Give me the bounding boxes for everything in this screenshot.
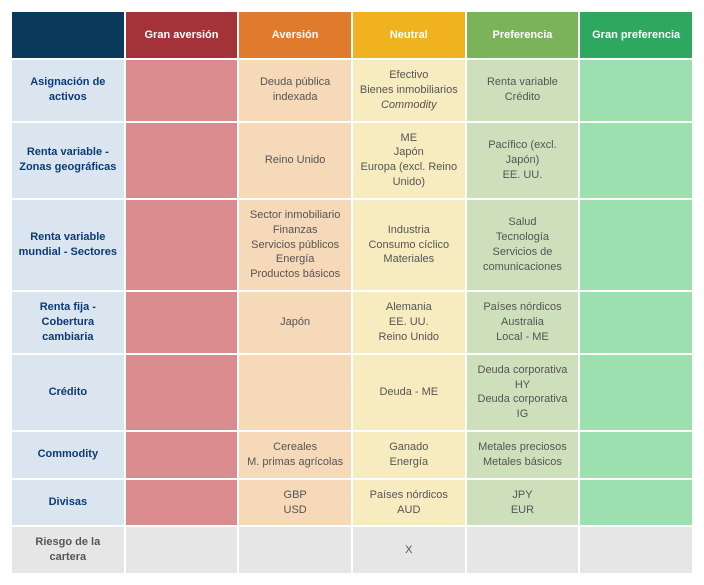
cell: Países nórdicosAUD xyxy=(353,480,465,526)
header-col-1: Gran aversión xyxy=(126,12,238,58)
table-row: Divisas GBPUSDPaíses nórdicosAUDJPYEUR xyxy=(12,480,692,526)
cell: GanadoEnergía xyxy=(353,432,465,478)
cell: Sector inmobiliarioFinanzasServicios púb… xyxy=(239,200,351,290)
cell: Pacífico (excl. Japón)EE. UU. xyxy=(467,123,579,198)
cell xyxy=(580,355,692,430)
cell: JPYEUR xyxy=(467,480,579,526)
riesgo-cell xyxy=(580,527,692,573)
cell xyxy=(126,200,238,290)
row-label: Asignación de activos xyxy=(12,60,124,121)
cell: EfectivoBienes inmobiliariosCommodity xyxy=(353,60,465,121)
row-label: Renta variable mundial - Sectores xyxy=(12,200,124,290)
cell: AlemaniaEE. UU.Reino Unido xyxy=(353,292,465,353)
table-row: Renta fija - Cobertura cambiaria JapónAle… xyxy=(12,292,692,353)
cell xyxy=(580,432,692,478)
cell: Metales preciososMetales básicos xyxy=(467,432,579,478)
cell xyxy=(126,432,238,478)
preference-matrix-table: Gran aversiónAversiónNeutralPreferenciaG… xyxy=(10,10,694,575)
row-label: Divisas xyxy=(12,480,124,526)
cell xyxy=(580,292,692,353)
riesgo-cell xyxy=(126,527,238,573)
header-col-5: Gran preferencia xyxy=(580,12,692,58)
cell: Japón xyxy=(239,292,351,353)
table-row: Crédito Deuda - MEDeuda corporativa HYDeu… xyxy=(12,355,692,430)
riesgo-cell xyxy=(467,527,579,573)
riesgo-cell xyxy=(239,527,351,573)
header-col-0 xyxy=(12,12,124,58)
table-row: Commodity CerealesM. primas agrícolasGana… xyxy=(12,432,692,478)
cell xyxy=(126,123,238,198)
riesgo-row: Riesgo de la cartera X xyxy=(12,527,692,573)
cell: CerealesM. primas agrícolas xyxy=(239,432,351,478)
cell: Deuda corporativa HYDeuda corporativa IG xyxy=(467,355,579,430)
cell: Reino Unido xyxy=(239,123,351,198)
cell xyxy=(126,60,238,121)
header-row: Gran aversiónAversiónNeutralPreferenciaG… xyxy=(12,12,692,58)
cell xyxy=(580,123,692,198)
cell xyxy=(126,355,238,430)
riesgo-cell: X xyxy=(353,527,465,573)
table-row: Renta variable - Zonas geográficas Reino … xyxy=(12,123,692,198)
cell: IndustriaConsumo cíclicoMateriales xyxy=(353,200,465,290)
cell: Deuda pública indexada xyxy=(239,60,351,121)
row-label: Commodity xyxy=(12,432,124,478)
cell xyxy=(239,355,351,430)
table-row: Renta variable mundial - Sectores Sector … xyxy=(12,200,692,290)
cell xyxy=(580,480,692,526)
cell xyxy=(580,200,692,290)
header-col-2: Aversión xyxy=(239,12,351,58)
cell: MEJapónEuropa (excl. Reino Unido) xyxy=(353,123,465,198)
cell: Renta variableCrédito xyxy=(467,60,579,121)
cell: SaludTecnologíaServicios de comunicacion… xyxy=(467,200,579,290)
row-label: Crédito xyxy=(12,355,124,430)
row-label-riesgo: Riesgo de la cartera xyxy=(12,527,124,573)
cell: Países nórdicosAustraliaLocal - ME xyxy=(467,292,579,353)
header-col-3: Neutral xyxy=(353,12,465,58)
cell xyxy=(580,60,692,121)
cell: Deuda - ME xyxy=(353,355,465,430)
cell xyxy=(126,480,238,526)
table-row: Asignación de activos Deuda pública index… xyxy=(12,60,692,121)
cell xyxy=(126,292,238,353)
header-col-4: Preferencia xyxy=(467,12,579,58)
cell: GBPUSD xyxy=(239,480,351,526)
row-label: Renta fija - Cobertura cambiaria xyxy=(12,292,124,353)
row-label: Renta variable - Zonas geográficas xyxy=(12,123,124,198)
